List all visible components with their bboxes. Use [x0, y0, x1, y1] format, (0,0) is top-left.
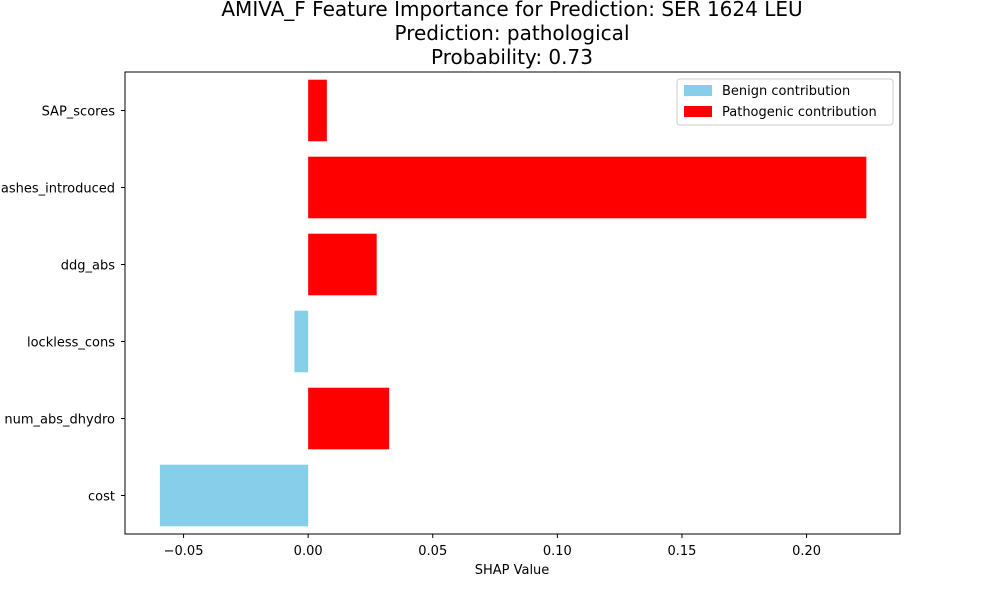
y-axis-ticks: SAP_scores ashes_introduced ddg_abslockles… — [1, 105, 125, 505]
y-tick-label: num_abs_dhydro — [4, 413, 115, 428]
x-tick-label: 0.05 — [418, 544, 447, 559]
chart-title: AMIVA_F Feature Importance for Predictio… — [221, 0, 802, 69]
x-tick-label: 0.15 — [667, 544, 696, 559]
bar-SAP-scores — [308, 79, 327, 142]
x-axis-ticks: −0.05 0.00 0.05 0.10 0.15 0.20 — [164, 534, 821, 559]
plot-frame — [124, 71, 901, 535]
title-line-1: AMIVA_F Feature Importance for Predictio… — [221, 0, 802, 21]
bars-group — [159, 79, 867, 527]
y-tick-label: cost — [88, 490, 115, 505]
x-tick-label: 0.00 — [294, 544, 323, 559]
x-tick-label: 0.20 — [792, 544, 821, 559]
title-line-2: Prediction: pathological — [394, 21, 629, 45]
bar-ddg-abs — [308, 233, 377, 296]
y-tick-label: ashes_introduced — [1, 182, 115, 197]
legend-swatch-benign — [684, 85, 712, 96]
bar-minimum-abs-dhydro — [308, 387, 390, 450]
x-tick-label: 0.10 — [543, 544, 572, 559]
bar-clashes-introduced — [308, 156, 867, 219]
x-tick-label: −0.05 — [164, 544, 204, 559]
bar-cost — [159, 464, 309, 527]
legend-swatch-pathogenic — [684, 106, 712, 117]
legend: Benign contribution Pathogenic contribut… — [676, 78, 894, 126]
y-tick-label: SAP_scores — [42, 105, 116, 120]
legend-label-pathogenic: Pathogenic contribution — [722, 105, 877, 120]
title-line-3: Probability: 0.73 — [431, 45, 593, 69]
legend-label-benign: Benign contribution — [722, 84, 850, 99]
bar-lockless-cons — [294, 310, 309, 373]
x-axis-label: SHAP Value — [475, 563, 550, 578]
legend-box — [676, 78, 894, 126]
y-tick-label: ddg_abs — [61, 259, 115, 274]
y-tick-label: lockless_cons — [27, 336, 115, 351]
